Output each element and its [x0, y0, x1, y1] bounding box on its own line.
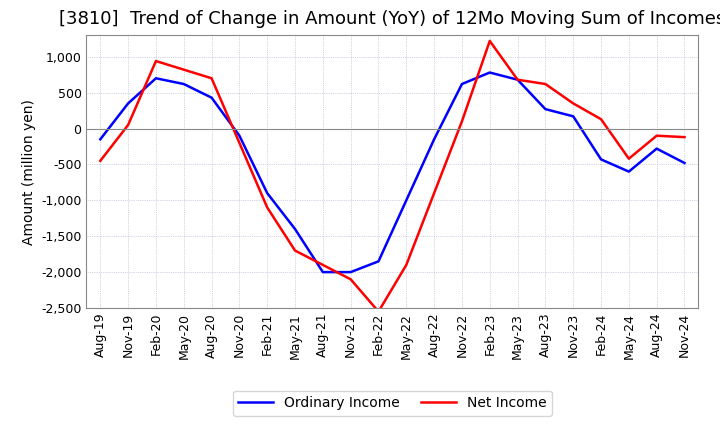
- Ordinary Income: [96, 137, 104, 142]
- Net Income: [680, 135, 689, 140]
- Ordinary Income: [152, 76, 161, 81]
- Ordinary Income: [346, 269, 355, 275]
- Net Income: [485, 38, 494, 44]
- Ordinary Income: [541, 106, 550, 112]
- Ordinary Income: [430, 137, 438, 142]
- Net Income: [124, 122, 132, 128]
- Ordinary Income: [263, 191, 271, 196]
- Net Income: [513, 77, 522, 82]
- Ordinary Income: [318, 269, 327, 275]
- Net Income: [458, 119, 467, 124]
- Ordinary Income: [485, 70, 494, 75]
- Ordinary Income: [179, 81, 188, 87]
- Net Income: [569, 101, 577, 106]
- Net Income: [263, 205, 271, 210]
- Ordinary Income: [124, 101, 132, 106]
- Ordinary Income: [235, 133, 243, 138]
- Net Income: [402, 262, 410, 268]
- Y-axis label: Amount (million yen): Amount (million yen): [22, 99, 35, 245]
- Net Income: [96, 158, 104, 164]
- Net Income: [179, 67, 188, 72]
- Net Income: [318, 262, 327, 268]
- Ordinary Income: [458, 81, 467, 87]
- Ordinary Income: [402, 198, 410, 203]
- Line: Net Income: Net Income: [100, 41, 685, 312]
- Ordinary Income: [569, 114, 577, 119]
- Ordinary Income: [207, 95, 216, 100]
- Net Income: [541, 81, 550, 87]
- Line: Ordinary Income: Ordinary Income: [100, 73, 685, 272]
- Net Income: [374, 309, 383, 314]
- Net Income: [430, 191, 438, 196]
- Net Income: [207, 76, 216, 81]
- Net Income: [152, 59, 161, 64]
- Net Income: [652, 133, 661, 138]
- Legend: Ordinary Income, Net Income: Ordinary Income, Net Income: [233, 391, 552, 416]
- Net Income: [291, 248, 300, 253]
- Net Income: [597, 117, 606, 122]
- Ordinary Income: [597, 157, 606, 162]
- Ordinary Income: [624, 169, 633, 174]
- Ordinary Income: [513, 77, 522, 82]
- Net Income: [346, 277, 355, 282]
- Ordinary Income: [652, 146, 661, 151]
- Net Income: [624, 156, 633, 161]
- Ordinary Income: [291, 227, 300, 232]
- Ordinary Income: [374, 259, 383, 264]
- Ordinary Income: [680, 160, 689, 165]
- Title: [3810]  Trend of Change in Amount (YoY) of 12Mo Moving Sum of Incomes: [3810] Trend of Change in Amount (YoY) o…: [59, 10, 720, 28]
- Net Income: [235, 140, 243, 146]
